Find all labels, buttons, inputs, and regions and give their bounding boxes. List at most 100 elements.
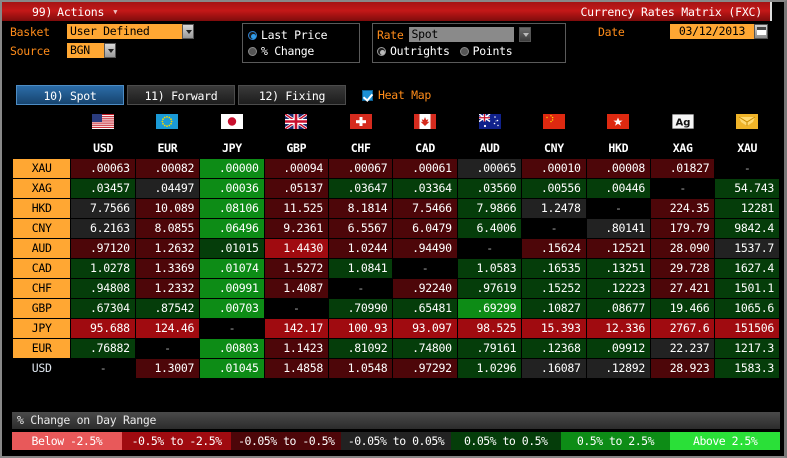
rate-cell[interactable]: 6.5567 bbox=[327, 217, 394, 239]
rate-cell[interactable]: .00094 bbox=[263, 157, 330, 179]
date-picker[interactable]: 03/12/2013 bbox=[670, 24, 768, 39]
rate-cell[interactable]: 8.0855 bbox=[134, 217, 201, 239]
rate-cell[interactable]: 1627.4 bbox=[714, 257, 780, 279]
rate-cell[interactable]: 1217.3 bbox=[714, 337, 780, 359]
rate-cell[interactable]: 1537.7 bbox=[714, 237, 780, 259]
rate-cell[interactable]: .00556 bbox=[521, 177, 587, 199]
column-header-xau[interactable]: XAU bbox=[714, 110, 780, 158]
rate-cell[interactable]: .13251 bbox=[585, 257, 652, 279]
rate-cell[interactable]: .00082 bbox=[134, 157, 201, 179]
actions-menu[interactable]: 99) Actions ▼ bbox=[2, 5, 117, 19]
rate-cell[interactable]: .79161 bbox=[456, 337, 523, 359]
rate-cell[interactable]: .04497 bbox=[134, 177, 201, 199]
rate-cell[interactable]: 6.4006 bbox=[456, 217, 523, 239]
rate-cell[interactable]: 28.090 bbox=[650, 237, 716, 259]
basket-dropdown[interactable]: User Defined bbox=[67, 24, 194, 39]
rate-cell[interactable]: 28.923 bbox=[650, 357, 716, 379]
rate-cell[interactable]: 1.0841 bbox=[327, 257, 394, 279]
rate-cell[interactable]: 15.393 bbox=[521, 317, 587, 339]
column-header-aud[interactable]: AUD bbox=[457, 110, 522, 158]
rate-cell[interactable]: 1.3007 bbox=[134, 357, 201, 379]
rate-cell[interactable]: 12281 bbox=[714, 197, 780, 219]
row-label-xag[interactable]: XAG bbox=[11, 177, 72, 199]
row-label-xau[interactable]: XAU bbox=[11, 157, 72, 179]
radio-last-price-icon[interactable] bbox=[248, 30, 257, 40]
column-header-gbp[interactable]: GBP bbox=[264, 110, 329, 158]
rate-cell[interactable]: .94808 bbox=[70, 277, 136, 299]
rate-cell[interactable]: - bbox=[327, 277, 394, 299]
rate-cell[interactable]: 1.0278 bbox=[70, 257, 136, 279]
rate-cell[interactable]: .00991 bbox=[199, 277, 265, 299]
rate-cell[interactable]: .00446 bbox=[585, 177, 652, 199]
column-header-cad[interactable]: CAD bbox=[392, 110, 458, 158]
source-dropdown[interactable]: BGN bbox=[67, 43, 116, 58]
rate-cell[interactable]: .97292 bbox=[392, 357, 458, 379]
rate-cell[interactable]: 1.0296 bbox=[456, 357, 523, 379]
rate-cell[interactable]: .65481 bbox=[392, 297, 458, 319]
column-header-chf[interactable]: CHF bbox=[328, 110, 393, 158]
rate-dropdown-arrow-icon[interactable] bbox=[518, 27, 531, 42]
rate-cell[interactable]: .92240 bbox=[392, 277, 458, 299]
rate-cell[interactable]: 9842.4 bbox=[714, 217, 780, 239]
rate-cell[interactable]: .03457 bbox=[70, 177, 136, 199]
radio-outrights-label[interactable]: Outrights bbox=[390, 44, 450, 58]
rate-cell[interactable]: .16535 bbox=[521, 257, 587, 279]
rate-cell[interactable]: .00036 bbox=[199, 177, 265, 199]
column-header-eur[interactable]: EUR bbox=[135, 110, 200, 158]
row-label-usd[interactable]: USD bbox=[11, 357, 72, 379]
rate-cell[interactable]: .05137 bbox=[263, 177, 330, 199]
rate-cell[interactable]: - bbox=[134, 337, 201, 359]
rate-cell[interactable]: 93.097 bbox=[392, 317, 458, 339]
rate-cell[interactable]: - bbox=[650, 177, 716, 199]
rate-cell[interactable]: 54.743 bbox=[714, 177, 780, 199]
rate-cell[interactable]: - bbox=[585, 197, 652, 219]
rate-cell[interactable]: .76882 bbox=[70, 337, 136, 359]
rate-cell[interactable]: .87542 bbox=[134, 297, 201, 319]
row-label-cad[interactable]: CAD bbox=[11, 257, 72, 279]
rate-cell[interactable]: .03560 bbox=[456, 177, 523, 199]
rate-cell[interactable]: 1.0548 bbox=[327, 357, 394, 379]
rate-cell[interactable]: .97120 bbox=[70, 237, 136, 259]
rate-cell[interactable]: .03364 bbox=[392, 177, 458, 199]
rate-cell[interactable]: - bbox=[263, 297, 330, 319]
rate-cell[interactable]: .12892 bbox=[585, 357, 652, 379]
heatmap-toggle[interactable]: Heat Map bbox=[362, 88, 431, 102]
row-label-cny[interactable]: CNY bbox=[11, 217, 72, 239]
rate-cell[interactable]: 1.2478 bbox=[521, 197, 587, 219]
rate-cell[interactable]: 8.1814 bbox=[327, 197, 394, 219]
rate-cell[interactable]: - bbox=[392, 257, 458, 279]
column-header-usd[interactable]: USD bbox=[70, 110, 136, 158]
rate-cell[interactable]: .00008 bbox=[585, 157, 652, 179]
row-label-hkd[interactable]: HKD bbox=[11, 197, 72, 219]
column-header-xag[interactable]: Ag XAG bbox=[650, 110, 715, 158]
rate-cell[interactable]: .01827 bbox=[650, 157, 716, 179]
rate-cell[interactable]: 1.1423 bbox=[263, 337, 330, 359]
rate-cell[interactable]: 1.2332 bbox=[134, 277, 201, 299]
rate-cell[interactable]: 19.466 bbox=[650, 297, 716, 319]
rate-cell[interactable]: 7.9866 bbox=[456, 197, 523, 219]
rate-cell[interactable]: .12223 bbox=[585, 277, 652, 299]
rate-cell[interactable]: - bbox=[70, 357, 136, 379]
rate-cell[interactable]: - bbox=[714, 157, 780, 179]
rate-cell[interactable]: 11.525 bbox=[263, 197, 330, 219]
rate-cell[interactable]: .03647 bbox=[327, 177, 394, 199]
rate-cell[interactable]: 6.0479 bbox=[392, 217, 458, 239]
rate-cell[interactable]: 1065.6 bbox=[714, 297, 780, 319]
rate-cell[interactable]: .00067 bbox=[327, 157, 394, 179]
rate-cell[interactable]: 142.17 bbox=[263, 317, 330, 339]
rate-cell[interactable]: .81092 bbox=[327, 337, 394, 359]
row-label-chf[interactable]: CHF bbox=[11, 277, 72, 299]
rate-cell[interactable]: .00010 bbox=[521, 157, 587, 179]
rate-cell[interactable]: 1.0583 bbox=[456, 257, 523, 279]
calendar-icon[interactable] bbox=[754, 24, 768, 39]
rate-cell[interactable]: .00061 bbox=[392, 157, 458, 179]
rate-cell[interactable]: 1583.3 bbox=[714, 357, 780, 379]
column-header-hkd[interactable]: HKD bbox=[586, 110, 651, 158]
rate-cell[interactable]: .10827 bbox=[521, 297, 587, 319]
rate-cell[interactable]: 1.3369 bbox=[134, 257, 201, 279]
row-label-gbp[interactable]: GBP bbox=[11, 297, 72, 319]
rate-cell[interactable]: .06496 bbox=[199, 217, 265, 239]
rate-cell[interactable]: .12368 bbox=[521, 337, 587, 359]
rate-cell[interactable]: 1.2632 bbox=[134, 237, 201, 259]
rate-cell[interactable]: .16087 bbox=[521, 357, 587, 379]
